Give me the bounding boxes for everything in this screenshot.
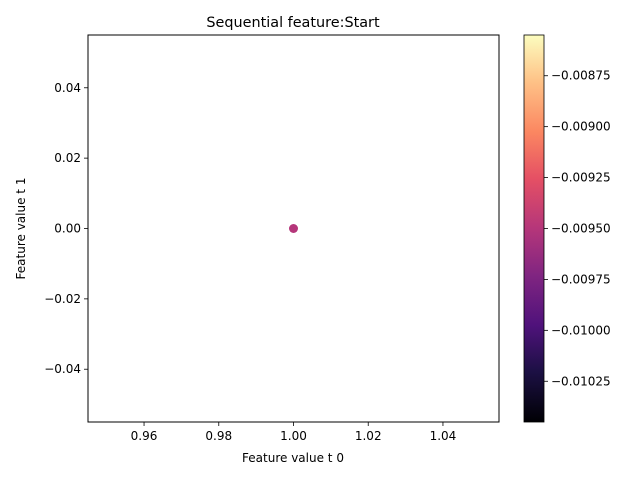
y-tick-label: 0.04 xyxy=(54,81,81,95)
colorbar-tick-label: −0.00875 xyxy=(551,69,611,83)
colorbar-gradient xyxy=(523,34,545,423)
colorbar-tick-label: −0.00900 xyxy=(551,120,611,134)
scatter-point xyxy=(289,224,298,233)
colorbar-ticks: −0.01025 −0.01000 −0.00975 −0.00950 −0.00925… xyxy=(544,69,611,388)
chart-title: Sequential feature:Start xyxy=(206,15,380,31)
x-tick-label: 0.96 xyxy=(131,429,158,443)
colorbar-tick-label: −0.00950 xyxy=(551,222,611,236)
x-axis-ticks: 0.96 0.98 1.00 1.02 1.04 xyxy=(131,422,457,443)
y-tick-label: 0.00 xyxy=(54,222,81,236)
colorbar-tick-label: −0.00975 xyxy=(551,272,611,286)
y-axis-label: Feature value t 1 xyxy=(14,178,28,280)
y-tick-label: 0.02 xyxy=(54,151,81,165)
y-tick-label: −0.04 xyxy=(44,362,81,376)
x-tick-label: 0.98 xyxy=(205,429,232,443)
x-tick-label: 1.04 xyxy=(430,429,457,443)
scatter-points xyxy=(289,224,298,233)
x-tick-label: 1.02 xyxy=(355,429,382,443)
colorbar: −0.01025 −0.01000 −0.00975 −0.00950 −0.00925… xyxy=(523,34,611,423)
x-tick-label: 1.00 xyxy=(280,429,307,443)
colorbar-tick-label: −0.01000 xyxy=(551,323,611,337)
y-tick-label: −0.02 xyxy=(44,292,81,306)
y-axis-ticks: −0.04 −0.02 0.00 0.02 0.04 xyxy=(44,81,88,376)
colorbar-tick-label: −0.01025 xyxy=(551,374,611,388)
colorbar-tick-label: −0.00925 xyxy=(551,171,611,185)
plot-area: 0.96 0.98 1.00 1.02 1.04 −0.04 −0.02 0.00 0.02 0… xyxy=(44,34,500,443)
x-axis-label: Feature value t 0 xyxy=(242,451,344,465)
